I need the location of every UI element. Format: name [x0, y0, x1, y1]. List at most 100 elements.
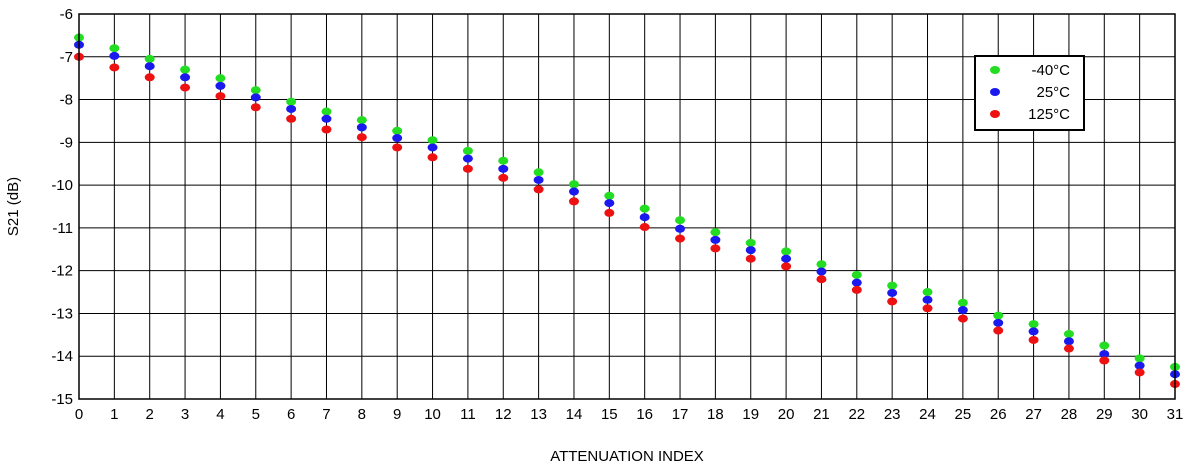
x-tick-label: 4 [216, 406, 224, 423]
data-point [1134, 368, 1145, 377]
data-point [639, 213, 650, 222]
data-point [356, 116, 367, 125]
data-point [180, 73, 191, 82]
legend-marker [990, 66, 1000, 74]
legend: -40°C 25°C 125°C [974, 55, 1085, 131]
x-tick-label: 5 [252, 406, 260, 423]
data-point [321, 125, 332, 134]
data-point [286, 114, 297, 123]
data-point [1134, 361, 1145, 370]
data-point [427, 153, 438, 162]
data-point [180, 65, 191, 74]
data-point [356, 133, 367, 142]
data-point [321, 114, 332, 123]
data-point [533, 185, 544, 194]
data-point [781, 247, 792, 256]
data-point [922, 288, 933, 297]
data-point [745, 238, 756, 247]
data-point [604, 199, 615, 208]
data-point [1028, 327, 1039, 336]
data-point [957, 298, 968, 307]
data-point [1099, 341, 1110, 350]
data-point [321, 107, 332, 116]
x-tick-label: 31 [1167, 406, 1184, 423]
data-point [215, 92, 226, 101]
y-tick-label: -8 [60, 92, 73, 109]
data-point [851, 278, 862, 287]
data-point [250, 86, 261, 95]
data-point [498, 173, 509, 182]
data-point [675, 234, 686, 243]
x-tick-label: 18 [707, 406, 724, 423]
data-point [887, 288, 898, 297]
y-tick-label: -15 [51, 391, 73, 408]
x-tick-label: 24 [919, 406, 936, 423]
x-tick-label: 26 [990, 406, 1007, 423]
data-point [144, 54, 155, 63]
data-point [922, 304, 933, 313]
series-points [74, 40, 1180, 379]
x-tick-label: 20 [778, 406, 795, 423]
data-points [74, 33, 1180, 389]
legend-label: -40°C [1031, 62, 1070, 79]
data-point [1099, 350, 1110, 359]
data-point [498, 164, 509, 173]
x-tick-label: 27 [1025, 406, 1042, 423]
data-point [392, 143, 403, 152]
y-tick-label: -7 [60, 49, 73, 66]
data-point [144, 62, 155, 71]
data-point [781, 262, 792, 271]
data-point [710, 235, 721, 244]
data-point [356, 123, 367, 132]
data-point [781, 254, 792, 263]
data-point [427, 143, 438, 152]
data-point [675, 224, 686, 233]
y-tick-label: -13 [51, 305, 73, 322]
data-point [639, 223, 650, 232]
data-point [851, 285, 862, 294]
data-point [427, 136, 438, 145]
data-point [462, 164, 473, 173]
data-point [109, 63, 120, 72]
data-point [1028, 320, 1039, 329]
y-tick-labels: -6 -7 -8 -9 -10 -11 -12 -13 -14 -15 [51, 6, 73, 408]
data-point [462, 146, 473, 155]
data-point [710, 228, 721, 237]
data-point [144, 73, 155, 82]
x-tick-label: 9 [393, 406, 401, 423]
x-tick-label: 22 [848, 406, 865, 423]
data-point [215, 81, 226, 90]
data-point [604, 191, 615, 200]
x-tick-label: 30 [1131, 406, 1148, 423]
data-point [1063, 337, 1074, 346]
x-tick-label: 15 [601, 406, 618, 423]
data-point [1099, 356, 1110, 365]
plot-frame [78, 13, 1176, 400]
data-point [993, 318, 1004, 327]
data-point [568, 187, 579, 196]
data-point [922, 295, 933, 304]
x-tick-label: 7 [322, 406, 330, 423]
x-tick-label: 21 [813, 406, 830, 423]
x-tick-label: 6 [287, 406, 295, 423]
y-tick-label: -9 [60, 134, 73, 151]
data-point [851, 270, 862, 279]
y-tick-label: -6 [60, 6, 73, 23]
data-point [993, 326, 1004, 335]
data-point [568, 180, 579, 189]
data-point [604, 208, 615, 217]
data-point [957, 306, 968, 315]
x-tick-label: 25 [955, 406, 972, 423]
data-point [887, 297, 898, 306]
x-tick-label: 11 [460, 406, 476, 423]
data-point [533, 175, 544, 184]
data-point [498, 156, 509, 165]
data-point [957, 314, 968, 323]
data-point [392, 134, 403, 143]
data-point [215, 74, 226, 83]
legend-label: 25°C [1036, 84, 1070, 101]
x-tick-label: 13 [530, 406, 547, 423]
data-point [745, 246, 756, 255]
